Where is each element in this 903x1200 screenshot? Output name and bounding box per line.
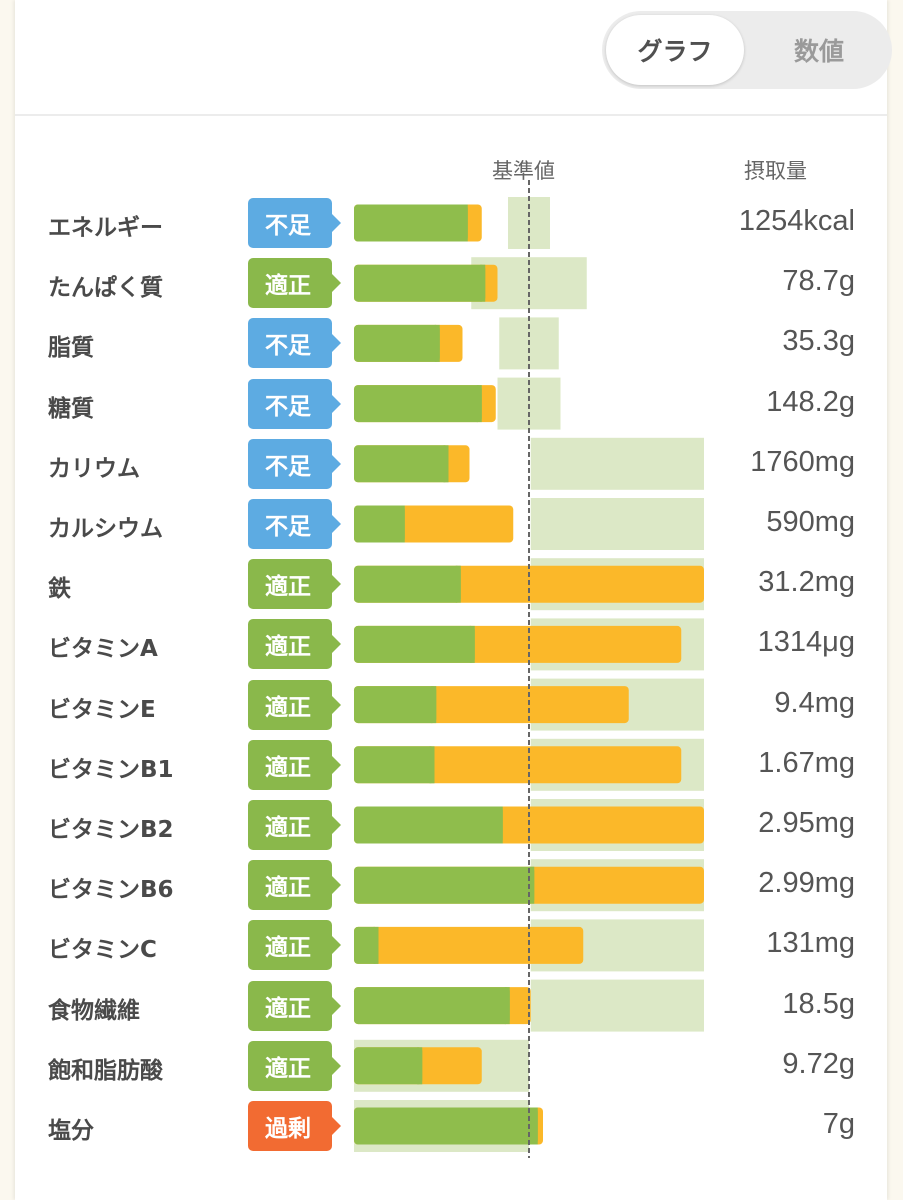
bar-base	[354, 625, 475, 663]
status-badge: 不足	[248, 378, 341, 429]
bar-base	[354, 1047, 423, 1085]
bar-base	[354, 324, 440, 362]
bar-base	[354, 866, 535, 904]
status-badge: 適正	[248, 559, 341, 610]
intake-value: 2.95mg	[758, 807, 855, 839]
bar-base-edge	[429, 746, 435, 784]
bar-base	[354, 686, 437, 724]
view-toggle[interactable]: グラフ 数値	[602, 11, 892, 89]
nutrient-label: 鉄	[48, 576, 71, 603]
nutrient-label: カルシウム	[48, 516, 163, 542]
status-badge: 適正	[248, 800, 341, 850]
bar-base-edge	[497, 806, 503, 844]
bar-base-edge	[480, 264, 486, 302]
status-badge: 適正	[248, 980, 341, 1031]
nutrient-label: たんぱく質	[48, 275, 163, 302]
bar-base-edge	[462, 204, 468, 242]
nutrient-label: カリウム	[48, 455, 140, 482]
bar-base-edge	[431, 686, 437, 724]
bar-base-edge	[399, 505, 405, 543]
status-badge: 不足	[248, 438, 341, 489]
intake-value: 1.67mg	[758, 746, 855, 779]
target-range	[530, 437, 704, 490]
card-header: グラフ 数値	[15, 0, 892, 116]
intake-value: 9.72g	[782, 1047, 855, 1080]
bar-base	[354, 445, 449, 483]
status-badge: 適正	[248, 258, 341, 309]
bar-base-edge	[443, 445, 449, 483]
intake-value: 35.3g	[782, 325, 855, 358]
intake-value: 78.7g	[782, 265, 855, 298]
bar-base-edge	[469, 625, 475, 663]
bar-extra	[354, 746, 682, 784]
intake-value: 1760mg	[750, 445, 855, 478]
nutrient-label: 食物繊維	[48, 997, 140, 1024]
nutrient-label: 糖質	[48, 395, 94, 422]
bar-base-edge	[532, 1107, 538, 1145]
bar-base	[354, 987, 510, 1025]
intake-value: 2.99mg	[758, 867, 855, 900]
bar-base-edge	[476, 385, 482, 423]
bar-base	[354, 926, 379, 964]
reference-header: 基準値	[492, 159, 555, 183]
intake-value: 9.4mg	[774, 686, 855, 719]
bar-base-edge	[504, 987, 510, 1025]
nutrient-label: ビタミンE	[48, 696, 156, 723]
status-badge: 過剰	[248, 1101, 341, 1151]
nutrient-label: ビタミンB1	[48, 756, 174, 783]
intake-value: 18.5g	[782, 987, 855, 1020]
bar-base	[354, 806, 503, 844]
status-badge: 不足	[248, 499, 341, 549]
status-badge: 適正	[248, 679, 341, 730]
bar-base-edge	[529, 866, 535, 904]
nutrient-label: エネルギー	[48, 215, 163, 241]
target-range	[530, 979, 704, 1032]
intake-header: 摂取量	[744, 159, 807, 183]
target-range	[530, 498, 704, 550]
bar-base	[354, 264, 486, 302]
status-badge: 不足	[248, 318, 341, 369]
intake-value: 1254kcal	[738, 205, 855, 237]
status-badge: 適正	[248, 739, 341, 790]
toggle-numeric[interactable]: 数値	[793, 37, 844, 66]
bar-base	[354, 385, 482, 423]
nutrient-label: ビタミンB6	[48, 877, 174, 904]
nutrient-label: 塩分	[48, 1118, 94, 1144]
bar-base-edge	[434, 324, 440, 362]
bar-base	[354, 1107, 538, 1145]
intake-value: 7g	[822, 1108, 855, 1140]
status-badge: 適正	[248, 860, 341, 911]
status-badge: 適正	[248, 619, 341, 670]
bar-base-edge	[455, 565, 461, 603]
bar-extra	[354, 926, 584, 964]
nutrient-label: ビタミンB2	[48, 817, 174, 843]
status-badge: 適正	[248, 920, 341, 971]
nutrient-label: ビタミンA	[48, 636, 158, 663]
intake-value: 31.2mg	[758, 566, 855, 599]
bar-base	[354, 204, 468, 242]
intake-value: 131mg	[766, 927, 855, 960]
bar-base-edge	[373, 926, 379, 964]
bar-base	[354, 505, 405, 543]
bar-base-edge	[417, 1047, 423, 1085]
status-badge: 適正	[248, 1040, 341, 1091]
intake-value: 590mg	[766, 506, 855, 538]
bar-base	[354, 565, 461, 603]
nutrient-label: ビタミンC	[48, 937, 157, 964]
nutrient-label: 脂質	[48, 335, 94, 362]
toggle-graph[interactable]: グラフ	[606, 15, 744, 85]
status-badge: 不足	[248, 198, 341, 248]
intake-value: 1314μg	[757, 626, 855, 659]
bar-base	[354, 746, 435, 784]
nutrient-label: 飽和脂肪酸	[48, 1057, 163, 1084]
intake-value: 148.2g	[766, 385, 855, 418]
